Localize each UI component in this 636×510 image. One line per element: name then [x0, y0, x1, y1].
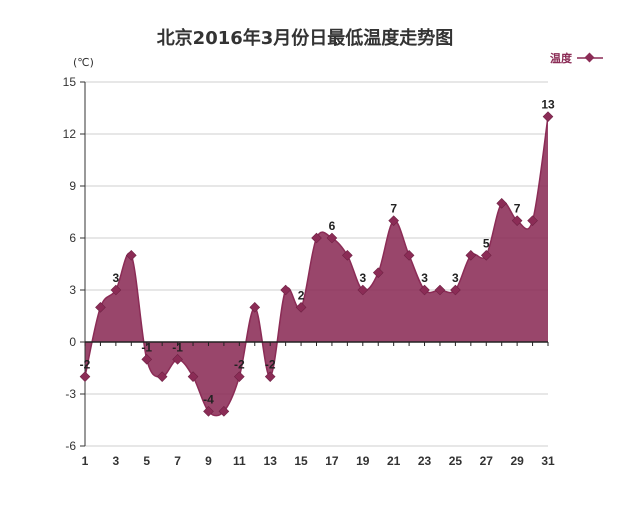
data-point-marker [79, 371, 91, 382]
data-point-marker [388, 215, 399, 226]
data-point-marker [249, 302, 261, 313]
data-label: 3 [113, 271, 120, 285]
x-tick-label: 25 [449, 454, 463, 468]
data-point-marker [218, 406, 230, 417]
y-tick-label: 9 [69, 179, 76, 193]
data-label: 5 [483, 236, 490, 250]
chart-title: 北京2016年3月份日最低温度走势图 [157, 27, 454, 49]
temperature-area [85, 116, 548, 416]
data-point-marker [234, 371, 245, 382]
x-tick-label: 7 [174, 454, 181, 468]
data-point-marker [419, 284, 430, 296]
data-point-marker [141, 354, 153, 365]
marker-layer [79, 111, 554, 417]
data-point-marker [280, 284, 291, 296]
data-point-marker [527, 215, 538, 226]
data-label: 7 [390, 202, 397, 216]
data-point-marker [311, 232, 322, 244]
data-label: 3 [359, 271, 366, 285]
data-label: 2 [298, 288, 305, 302]
data-point-marker [264, 371, 276, 382]
data-point-marker [496, 198, 508, 209]
data-point-marker [480, 250, 492, 261]
data-label: -1 [172, 340, 183, 354]
data-point-marker [403, 250, 415, 261]
data-label: 6 [329, 219, 336, 233]
data-point-marker [125, 250, 137, 261]
x-tick-label: 31 [541, 454, 555, 468]
x-tick-label: 23 [418, 454, 432, 468]
data-point-marker [110, 284, 122, 296]
legend-marker-icon [584, 52, 595, 63]
x-tick-label: 5 [143, 454, 150, 468]
data-point-marker [511, 215, 523, 226]
x-tick-label: 13 [264, 454, 278, 468]
data-label: -2 [80, 358, 91, 372]
data-point-marker [203, 406, 214, 417]
data-point-marker [342, 250, 353, 261]
data-label: 7 [514, 202, 521, 216]
label-layer: -2 3 -1 -1 -4 -2 -2 2 6 3 7 3 3 5 7 13 [80, 98, 555, 407]
data-point-marker [465, 250, 477, 261]
x-tick-label: 19 [356, 454, 370, 468]
x-tick-label: 17 [325, 454, 339, 468]
area-layer [84, 116, 549, 417]
data-label: -2 [234, 358, 245, 372]
data-label: 13 [541, 98, 555, 112]
x-tick-label: 9 [205, 454, 212, 468]
y-tick-label: 6 [69, 231, 76, 245]
data-point-marker [295, 302, 307, 313]
x-tick-label: 3 [113, 454, 120, 468]
data-point-marker [187, 371, 199, 382]
y-tick-label: 12 [63, 127, 77, 141]
data-point-marker [357, 284, 369, 296]
data-point-marker [172, 354, 183, 365]
y-tick-label: -3 [65, 387, 76, 401]
data-point-marker [156, 371, 168, 382]
y-tick-label: -6 [65, 439, 76, 453]
data-label: -2 [265, 358, 276, 372]
x-tick-label: 11 [233, 454, 246, 468]
data-point-marker [95, 302, 106, 313]
data-point-marker [434, 284, 446, 296]
legend-label: 温度 [550, 51, 573, 65]
x-tick-label: 27 [480, 454, 494, 468]
data-point-marker [372, 267, 384, 278]
data-point-marker [326, 232, 338, 244]
y-axis-unit: (℃) [73, 56, 94, 69]
data-point-marker [450, 284, 461, 296]
x-tick-label: 15 [294, 454, 308, 468]
y-tick-label: 15 [63, 75, 77, 89]
legend[interactable]: 温度 [550, 51, 603, 65]
data-point-marker [542, 111, 554, 122]
data-label: -1 [141, 340, 152, 354]
x-tick-label: 1 [82, 454, 89, 468]
x-tick-label: 21 [387, 454, 401, 468]
data-label: -4 [203, 392, 214, 406]
data-label: 3 [421, 271, 428, 285]
x-tick-label: 29 [510, 454, 524, 468]
data-label: 3 [452, 271, 459, 285]
y-tick-label: 3 [69, 283, 76, 297]
y-tick-label: 0 [69, 335, 76, 349]
